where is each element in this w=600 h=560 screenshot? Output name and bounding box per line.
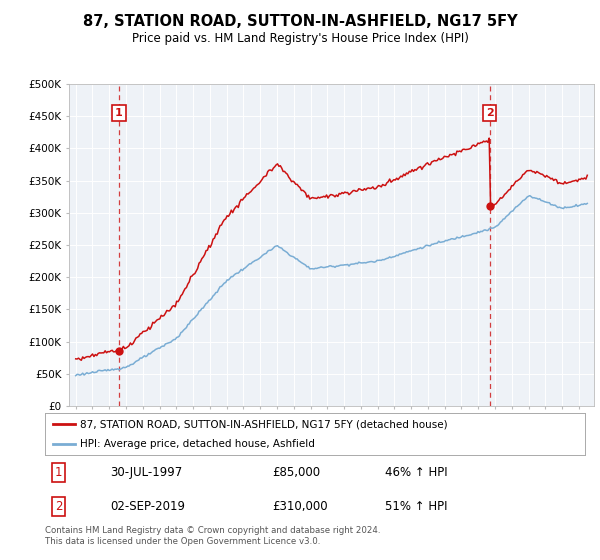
Text: 1: 1 xyxy=(115,108,123,118)
Text: 02-SEP-2019: 02-SEP-2019 xyxy=(110,500,185,512)
Text: 2: 2 xyxy=(55,500,62,512)
Text: HPI: Average price, detached house, Ashfield: HPI: Average price, detached house, Ashf… xyxy=(80,439,315,449)
Text: 87, STATION ROAD, SUTTON-IN-ASHFIELD, NG17 5FY (detached house): 87, STATION ROAD, SUTTON-IN-ASHFIELD, NG… xyxy=(80,419,448,429)
Text: Contains HM Land Registry data © Crown copyright and database right 2024.
This d: Contains HM Land Registry data © Crown c… xyxy=(45,526,380,546)
Text: 46% ↑ HPI: 46% ↑ HPI xyxy=(385,466,448,479)
Text: Price paid vs. HM Land Registry's House Price Index (HPI): Price paid vs. HM Land Registry's House … xyxy=(131,32,469,45)
Text: 30-JUL-1997: 30-JUL-1997 xyxy=(110,466,182,479)
Text: 51% ↑ HPI: 51% ↑ HPI xyxy=(385,500,448,512)
Text: £85,000: £85,000 xyxy=(272,466,320,479)
Text: 87, STATION ROAD, SUTTON-IN-ASHFIELD, NG17 5FY: 87, STATION ROAD, SUTTON-IN-ASHFIELD, NG… xyxy=(83,14,517,29)
Text: £310,000: £310,000 xyxy=(272,500,328,512)
Text: 1: 1 xyxy=(55,466,62,479)
Text: 2: 2 xyxy=(485,108,493,118)
